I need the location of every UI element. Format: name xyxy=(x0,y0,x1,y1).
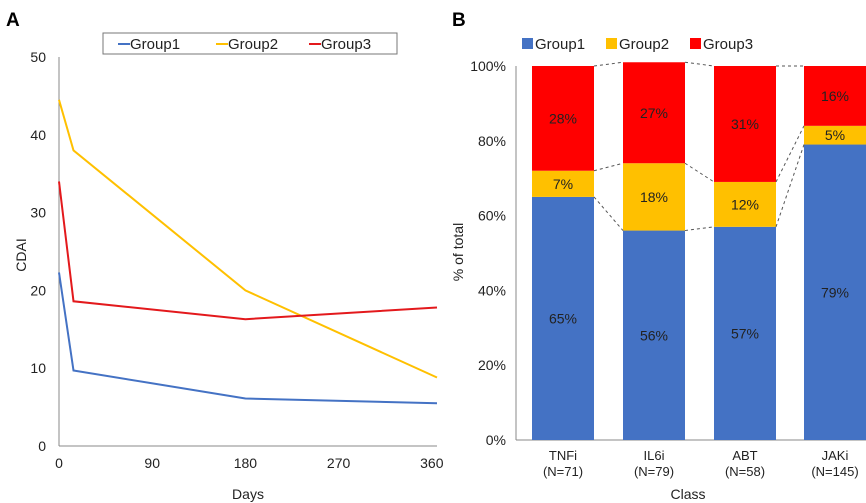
legend-label-a: Group2 xyxy=(228,36,278,53)
y-tick-label-b: 0% xyxy=(486,432,506,448)
data-label: 18% xyxy=(640,189,668,205)
legend-box-a xyxy=(102,32,398,55)
bar-segment-group3 xyxy=(804,66,866,126)
connector-line xyxy=(775,144,805,227)
panel-label-a: A xyxy=(6,10,20,31)
bar-segment-group2 xyxy=(714,181,776,227)
y-tick-label-b: 40% xyxy=(478,282,506,298)
x-tick-label-a: 360 xyxy=(420,455,444,471)
bar-segment-group2 xyxy=(804,125,866,145)
bar-segment-group3 xyxy=(623,62,685,164)
x-axis-title-b: Class xyxy=(670,486,705,502)
data-label: 12% xyxy=(731,196,759,212)
data-label: 7% xyxy=(553,176,573,192)
x-tick-label-a: 90 xyxy=(144,455,160,471)
line-chart-series xyxy=(58,99,438,405)
y-tick-label-b: 20% xyxy=(478,357,506,373)
x-tick-label-a: 270 xyxy=(327,455,351,471)
connector-line xyxy=(684,226,715,232)
bar-segment-group1 xyxy=(623,230,685,440)
legend-label-a: Group3 xyxy=(321,36,371,53)
x-tick-label-b: IL6i xyxy=(644,448,665,463)
bar-segment-group1 xyxy=(532,196,594,440)
bar-segment-group2 xyxy=(532,170,594,197)
data-label: 79% xyxy=(821,284,849,300)
line-chart-axes: 0 10 20 30 40 50 0 90 180 270 360 xyxy=(30,49,443,471)
legend-label-b: Group2 xyxy=(619,36,669,53)
data-label: 57% xyxy=(731,325,759,341)
y-tick-label-a: 50 xyxy=(30,49,46,65)
bar-segment-group2 xyxy=(623,163,685,231)
y-tick-label-b: 80% xyxy=(478,133,506,149)
x-tick-label-b: TNFi xyxy=(549,448,577,463)
connector-line xyxy=(684,61,715,67)
y-tick-label-b: 60% xyxy=(478,208,506,224)
x-tick-label-n: (N=145) xyxy=(811,464,858,479)
x-tick-label-a: 0 xyxy=(55,455,63,471)
connector-line xyxy=(593,162,624,172)
data-label: 56% xyxy=(640,327,668,343)
bar-segment-group1 xyxy=(714,226,776,440)
y-axis-title-a: CDAI xyxy=(13,238,29,271)
y-tick-label-a: 0 xyxy=(38,438,46,454)
y-tick-label-a: 30 xyxy=(30,205,46,221)
connector-line xyxy=(684,162,715,183)
x-tick-label-n: (N=58) xyxy=(725,464,765,479)
series-line-group3 xyxy=(58,181,438,321)
data-label: 27% xyxy=(640,105,668,121)
x-tick-label-b: JAKi xyxy=(822,448,849,463)
legend-swatch-b xyxy=(522,38,533,49)
connector-line xyxy=(593,196,624,231)
legend-swatch-b xyxy=(606,38,617,49)
y-tick-label-b: 100% xyxy=(470,58,506,74)
data-label: 5% xyxy=(825,127,845,143)
legend-swatch-b xyxy=(690,38,701,49)
bar-segment-group1 xyxy=(804,144,866,441)
bar-chart-connectors xyxy=(593,61,805,232)
x-tick-label-b: ABT xyxy=(732,448,757,463)
legend-label-a: Group1 xyxy=(130,36,180,53)
connector-line xyxy=(775,125,805,183)
y-tick-label-a: 10 xyxy=(30,360,46,376)
panel-label-b: B xyxy=(452,10,466,31)
x-tick-label-n: (N=71) xyxy=(543,464,583,479)
y-axis-title-b: % of total xyxy=(450,223,466,281)
bar-segment-group3 xyxy=(714,66,776,182)
legend-label-b: Group3 xyxy=(703,36,753,53)
series-line-group2 xyxy=(58,99,438,379)
data-label: 65% xyxy=(549,310,577,326)
data-label: 16% xyxy=(821,88,849,104)
x-tick-label-n: (N=79) xyxy=(634,464,674,479)
x-tick-label-a: 180 xyxy=(234,455,258,471)
data-label: 31% xyxy=(731,116,759,132)
series-line-group1 xyxy=(58,272,438,405)
y-tick-label-a: 40 xyxy=(30,127,46,143)
connector-line xyxy=(593,61,624,67)
x-axis-title-a: Days xyxy=(232,486,264,502)
line-chart-legend: Group1 Group2 Group3 xyxy=(102,32,398,55)
bar-segment-group3 xyxy=(532,66,594,171)
y-tick-label-a: 20 xyxy=(30,282,46,298)
bar-chart-legend: Group1 Group2 Group3 xyxy=(522,36,753,53)
legend-label-b: Group1 xyxy=(535,36,585,53)
line-chart-panel: A Group1 Group2 Group3 0 10 20 30 40 50 0 90 180 27… xyxy=(6,10,444,502)
data-label: 28% xyxy=(549,110,577,126)
bar-chart-bars: 65% 7% 28% 56% 18% 27% 57% 12% 31% 79% 5% 16% xyxy=(532,62,866,441)
stacked-bar-chart-panel: B Group1 Group2 Group3 0% 20% 40% 60% 80% 100% T… xyxy=(450,10,866,502)
